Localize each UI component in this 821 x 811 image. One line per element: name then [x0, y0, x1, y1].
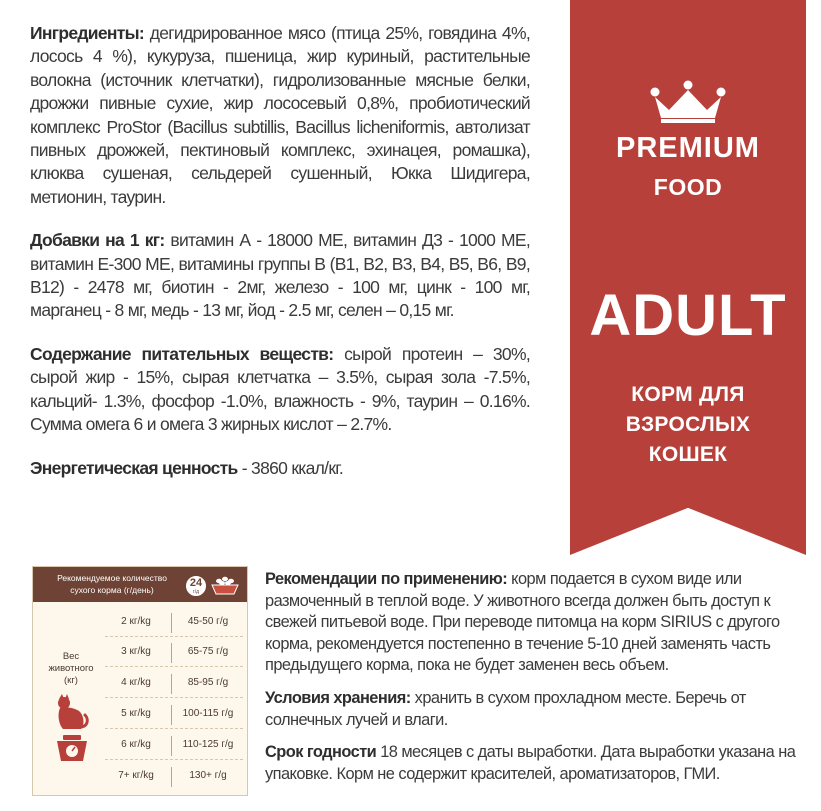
nutrients-label: Содержание питательных веществ: [30, 343, 334, 364]
cat-icon [58, 694, 89, 729]
additives-paragraph: Добавки на 1 кг: витамин А - 18000 МЕ, в… [30, 229, 531, 323]
feeding-table-title: Рекомендуемое количество сухого корма (г… [37, 572, 187, 596]
feeding-row: 4 кг/kg 85-95 г/g [105, 670, 243, 698]
row-divider [171, 613, 172, 633]
row-separator [105, 636, 243, 637]
row-divider [171, 736, 172, 756]
feeding-table-header: Рекомендуемое количество сухого корма (г… [33, 567, 247, 602]
feeding-row: 6 кг/kg 110-125 г/g [105, 732, 243, 760]
shelf-life-paragraph: Срок годности 18 месяцев с даты выработк… [265, 742, 805, 785]
usage-text: корм подается в сухом виде или размоченн… [265, 570, 780, 675]
energy-label: Энергетическая ценность [30, 457, 238, 478]
storage-paragraph: Условия хранения: хранить в сухом прохла… [265, 688, 805, 731]
usage-paragraph: Рекомендации по применению: корм подаетс… [265, 569, 805, 677]
feeding-grams: 110-125 г/g [182, 739, 234, 750]
scale-icon [57, 735, 87, 761]
row-divider [171, 674, 172, 694]
feeding-weight: 5 кг/kg [121, 708, 151, 719]
feeding-grams: 130+ г/g [189, 770, 227, 781]
ingredients-text: дегидрированное мясо (птица 25%, говядин… [30, 23, 531, 207]
storage-label: Условия хранения: [265, 688, 411, 707]
banner-subtitle: КОРМ ДЛЯ ВЗРОСЛЫХ КОШЕК [570, 380, 806, 470]
nutrients-paragraph: Содержание питательных веществ: сырой пр… [30, 343, 531, 437]
feeding-weight: 3 кг/kg [121, 646, 151, 657]
banner-subtitle-line: КОШЕК [648, 443, 728, 466]
feeding-row: 3 кг/kg 65-75 г/g [105, 639, 243, 667]
row-separator [105, 697, 243, 698]
feeding-title-line: сухого корма (г/день) [70, 585, 154, 595]
shelf-life-label: Срок годности [265, 743, 377, 762]
daily-badge-number: 24 [189, 577, 203, 589]
weight-label-line: (кг) [64, 675, 78, 686]
feeding-weight: 4 кг/kg [121, 677, 151, 688]
additives-label: Добавки на 1 кг: [30, 230, 165, 251]
feeding-title-line: Рекомендуемое количество [57, 573, 167, 583]
bowl-icon [211, 576, 239, 595]
feeding-weight: 2 кг/kg [121, 616, 151, 627]
shelf-life-text: 18 месяцев с даты выработки. Дата вырабо… [265, 743, 796, 783]
feeding-weight: 7+ кг/kg [118, 770, 154, 781]
feeding-row: 7+ кг/kg 130+ г/g [105, 763, 243, 791]
row-separator [105, 759, 243, 760]
energy-paragraph: Энергетическая ценность - 3860 ккал/кг. [30, 457, 530, 480]
feeding-weight: 6 кг/kg [121, 739, 151, 750]
usage-label: Рекомендации по применению: [265, 570, 508, 588]
weight-label-line: животного [48, 663, 94, 674]
row-separator [105, 666, 243, 667]
weight-label: Вес животного (кг) [41, 651, 101, 687]
ingredients-label: Ингредиенты: [30, 23, 145, 43]
row-divider [171, 643, 172, 663]
daily-badge-unit: г/д [192, 589, 200, 595]
banner-subtitle-line: КОРМ ДЛЯ [631, 383, 745, 406]
additives-text: витамин А - 18000 МЕ, витамин Д3 - 1000 … [30, 230, 531, 321]
food-label: FOOD [653, 174, 723, 200]
banner-subtitle-line: ВЗРОСЛЫХ [625, 413, 751, 436]
energy-text: - 3860 ккал/кг. [237, 457, 344, 478]
feeding-grams: 85-95 г/g [187, 677, 229, 688]
ingredients-paragraph: Ингредиенты: дегидрированное мясо (птица… [30, 22, 531, 209]
feeding-row: 5 кг/kg 100-115 г/g [105, 701, 243, 729]
crown-icon [650, 80, 726, 123]
row-separator [105, 728, 243, 729]
nutrients-text: сырой протеин – 30%, сырой жир - 15%, сы… [30, 343, 531, 435]
instructions-block: Рекомендации по применению: корм подаетс… [265, 569, 805, 796]
feeding-grams: 45-50 г/g [187, 616, 229, 627]
weight-label-line: Вес [62, 651, 80, 662]
feeding-grams: 65-75 г/g [187, 646, 229, 657]
adult-label: ADULT [589, 283, 787, 348]
feeding-row: 2 кг/kg 45-50 г/g [105, 609, 243, 637]
feeding-grams: 100-115 г/g [182, 708, 234, 719]
daily-badge: 24 г/д [185, 575, 207, 597]
composition-block: Ингредиенты: дегидрированное мясо (птица… [30, 22, 531, 500]
row-divider [171, 705, 172, 725]
feeding-table: Рекомендуемое количество сухого корма (г… [32, 566, 248, 796]
premium-banner: PREMIUM FOOD ADULT КОРМ ДЛЯ ВЗРОСЛЫХ КОШ… [570, 0, 806, 555]
row-divider [171, 767, 172, 787]
storage-text: хранить в сухом прохладном месте. Беречь… [265, 688, 746, 729]
premium-label: PREMIUM [616, 132, 760, 164]
